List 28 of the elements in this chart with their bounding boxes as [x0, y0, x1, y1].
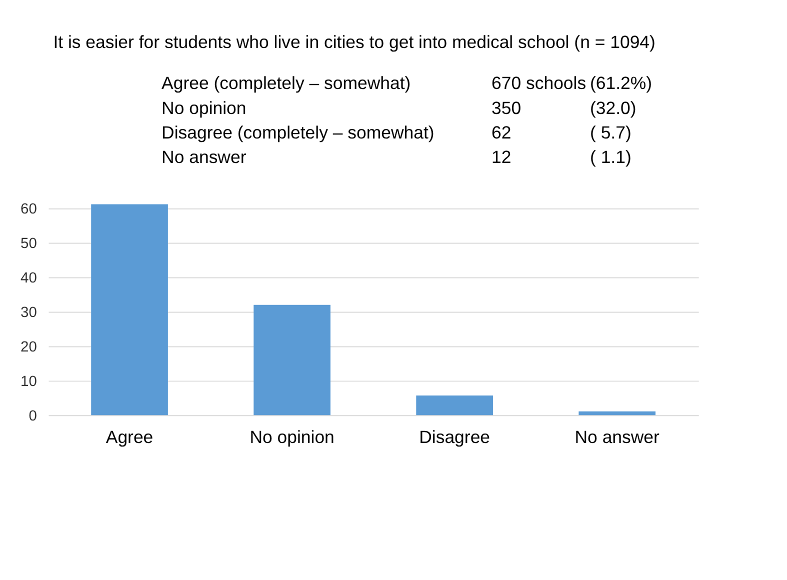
- x-tick-label: Disagree: [419, 427, 490, 448]
- text: (61.2%): [590, 73, 652, 94]
- text: 12: [492, 147, 512, 168]
- x-tick-label: Agree: [106, 427, 154, 448]
- text: (32.0): [590, 98, 636, 118]
- bar: [254, 304, 330, 416]
- y-tick-label: 0: [28, 408, 37, 425]
- y-tick-label: 40: [20, 270, 37, 287]
- bar: [416, 396, 493, 416]
- chart-title: It is easier for students who live in cities to get into medical school (n = 1094): [53, 32, 656, 52]
- y-tick-label: 50: [20, 236, 37, 252]
- y-tick-label: 30: [20, 305, 37, 322]
- text: 62: [492, 122, 512, 142]
- text: No opinion: [162, 98, 246, 118]
- bar: [91, 204, 168, 416]
- y-tick-label: 60: [20, 202, 37, 218]
- text: ( 5.7): [590, 122, 632, 142]
- text: Disagree (completely – somewhat): [162, 122, 434, 142]
- text: ( 1.1): [590, 147, 632, 168]
- y-tick-label: 20: [20, 340, 37, 356]
- text: 670 schools: [492, 73, 586, 94]
- text: Agree (completely – somewhat): [162, 73, 411, 94]
- y-tick-label: 10: [20, 374, 37, 390]
- x-tick-label: No answer: [574, 427, 660, 448]
- bar: [578, 411, 656, 416]
- text: 350: [492, 98, 522, 118]
- x-tick-label: No opinion: [250, 427, 334, 448]
- text: No answer: [162, 147, 246, 168]
